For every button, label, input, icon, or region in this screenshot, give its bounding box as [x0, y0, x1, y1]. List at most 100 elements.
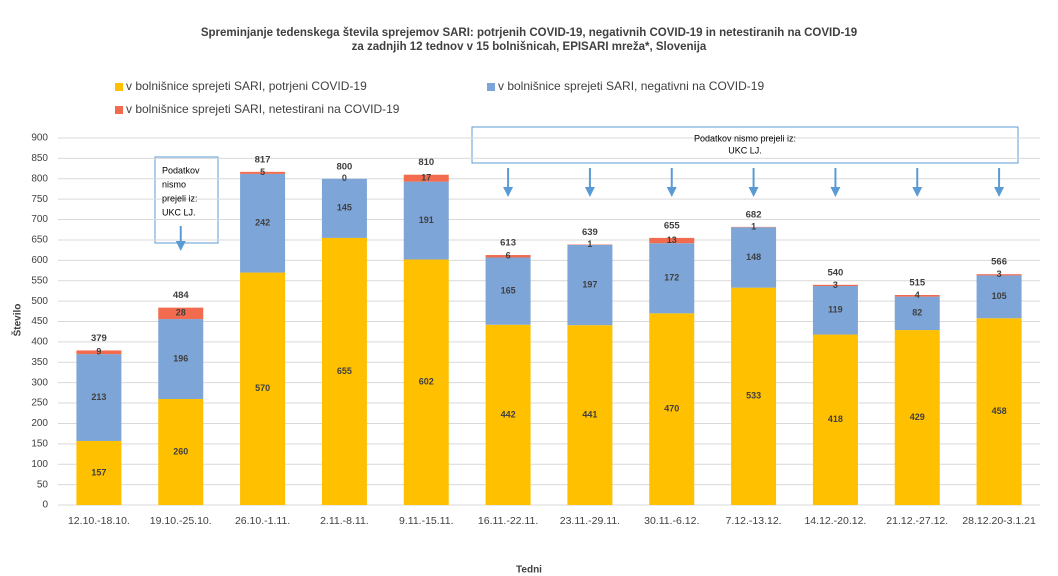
data-label: 196	[173, 353, 188, 363]
bar-segment	[976, 274, 1022, 276]
annotation-box	[471, 126, 1019, 164]
data-label: 1	[751, 221, 756, 231]
data-label: 119	[828, 305, 843, 315]
chart-title: Spreminjanje tedenskega števila sprejemo…	[201, 27, 857, 39]
bar-segment	[812, 334, 858, 505]
x-tick-label: 12.10.-18.10.	[68, 515, 130, 527]
legend-label: v bolnišnice sprejeti SARI, potrjeni COV…	[126, 79, 367, 93]
y-tick-label: 500	[31, 296, 48, 307]
legend-label: v bolnišnice sprejeti SARI, negativni na…	[498, 79, 764, 93]
bar-segment	[158, 319, 204, 399]
bar-segment	[567, 325, 613, 505]
x-tick-label: 21.12.-27.12.	[886, 515, 948, 527]
legend-swatch	[487, 83, 495, 91]
x-axis-title: Tedni	[516, 565, 542, 576]
annotation-box	[154, 156, 219, 244]
data-label: 148	[746, 252, 761, 262]
bar-segment	[403, 259, 449, 505]
data-label: 3	[833, 280, 838, 290]
y-tick-label: 450	[31, 316, 48, 327]
data-label: 429	[910, 412, 925, 422]
bar-segment	[158, 307, 204, 320]
data-label: 4	[915, 290, 920, 300]
bar-segment	[76, 440, 122, 505]
y-tick-label: 50	[37, 479, 49, 490]
legend-swatch	[115, 83, 123, 91]
y-tick-label: 400	[31, 337, 48, 348]
total-label: 817	[255, 154, 271, 165]
bar-segment	[649, 313, 695, 505]
data-label: 191	[419, 215, 434, 225]
legend-swatch	[115, 106, 123, 114]
y-axis-title: Število	[11, 304, 24, 337]
data-label: 1	[587, 239, 592, 249]
annotation-text: Podatkov nismo prejeli iz:	[694, 133, 796, 143]
bar-segment	[76, 354, 122, 441]
chart-title: za zadnjih 12 tednov v 15 bolnišnicah, E…	[352, 41, 707, 53]
data-label: 655	[337, 366, 352, 376]
data-label: 13	[667, 235, 677, 245]
y-tick-label: 550	[31, 275, 48, 286]
data-label: 570	[255, 383, 270, 393]
data-label: 105	[992, 291, 1007, 301]
data-label: 6	[506, 251, 511, 261]
x-tick-label: 14.12.-20.12.	[804, 515, 866, 527]
bar-segment	[321, 178, 367, 238]
y-tick-label: 650	[31, 235, 48, 246]
y-tick-label: 850	[31, 153, 48, 164]
data-label: 458	[992, 406, 1007, 416]
data-label: 82	[912, 308, 922, 318]
bar-segment	[649, 237, 695, 244]
y-tick-label: 100	[31, 459, 48, 470]
annotation-text: prejeli iz:	[162, 193, 198, 203]
total-label: 566	[991, 257, 1007, 268]
total-label: 800	[336, 161, 352, 172]
y-tick-label: 600	[31, 255, 48, 266]
y-tick-label: 900	[31, 133, 48, 144]
x-tick-label: 30.11.-6.12.	[644, 515, 699, 527]
y-tick-label: 300	[31, 377, 48, 388]
bar-segment	[731, 287, 777, 505]
x-tick-label: 7.12.-13.12.	[726, 515, 782, 527]
data-label: 9	[96, 347, 101, 357]
data-label: 213	[91, 392, 106, 402]
y-tick-label: 200	[31, 418, 48, 429]
bar-segment	[403, 181, 449, 260]
bar-segment	[321, 237, 367, 505]
data-label: 441	[582, 409, 597, 419]
data-label: 442	[501, 409, 516, 419]
data-label: 0	[342, 173, 347, 183]
data-label: 470	[664, 404, 679, 414]
y-tick-label: 800	[31, 173, 48, 184]
total-label: 379	[91, 333, 107, 344]
bar-segment	[812, 286, 858, 335]
bar-segment	[894, 294, 940, 297]
total-label: 515	[909, 278, 926, 289]
x-tick-label: 16.11.-22.11.	[478, 515, 538, 527]
total-label: 484	[173, 290, 190, 301]
x-tick-label: 9.11.-15.11.	[399, 515, 453, 527]
bar-segment	[731, 227, 777, 288]
total-label: 540	[827, 267, 843, 278]
data-label: 145	[337, 203, 352, 213]
total-label: 613	[500, 238, 516, 249]
y-tick-label: 700	[31, 214, 48, 225]
data-label: 28	[176, 308, 186, 318]
y-tick-label: 250	[31, 398, 48, 409]
data-label: 5	[260, 167, 265, 177]
bar-segment	[485, 324, 531, 505]
x-tick-label: 28.12.20-3.1.21	[962, 515, 1036, 527]
bar-segment	[158, 398, 204, 505]
legend-label: v bolnišnice sprejeti SARI, netestirani …	[126, 102, 400, 116]
data-label: 197	[582, 279, 597, 289]
data-label: 157	[91, 467, 106, 477]
data-label: 3	[997, 269, 1002, 279]
annotation-text: UKC LJ.	[162, 207, 196, 217]
x-tick-label: 23.11.-29.11.	[560, 515, 620, 527]
y-tick-label: 750	[31, 194, 48, 205]
bar-segment	[485, 257, 531, 325]
bar-segment	[976, 318, 1022, 505]
x-tick-label: 26.10.-1.11.	[235, 515, 290, 527]
bar-segment	[240, 171, 286, 174]
total-label: 810	[418, 157, 434, 168]
